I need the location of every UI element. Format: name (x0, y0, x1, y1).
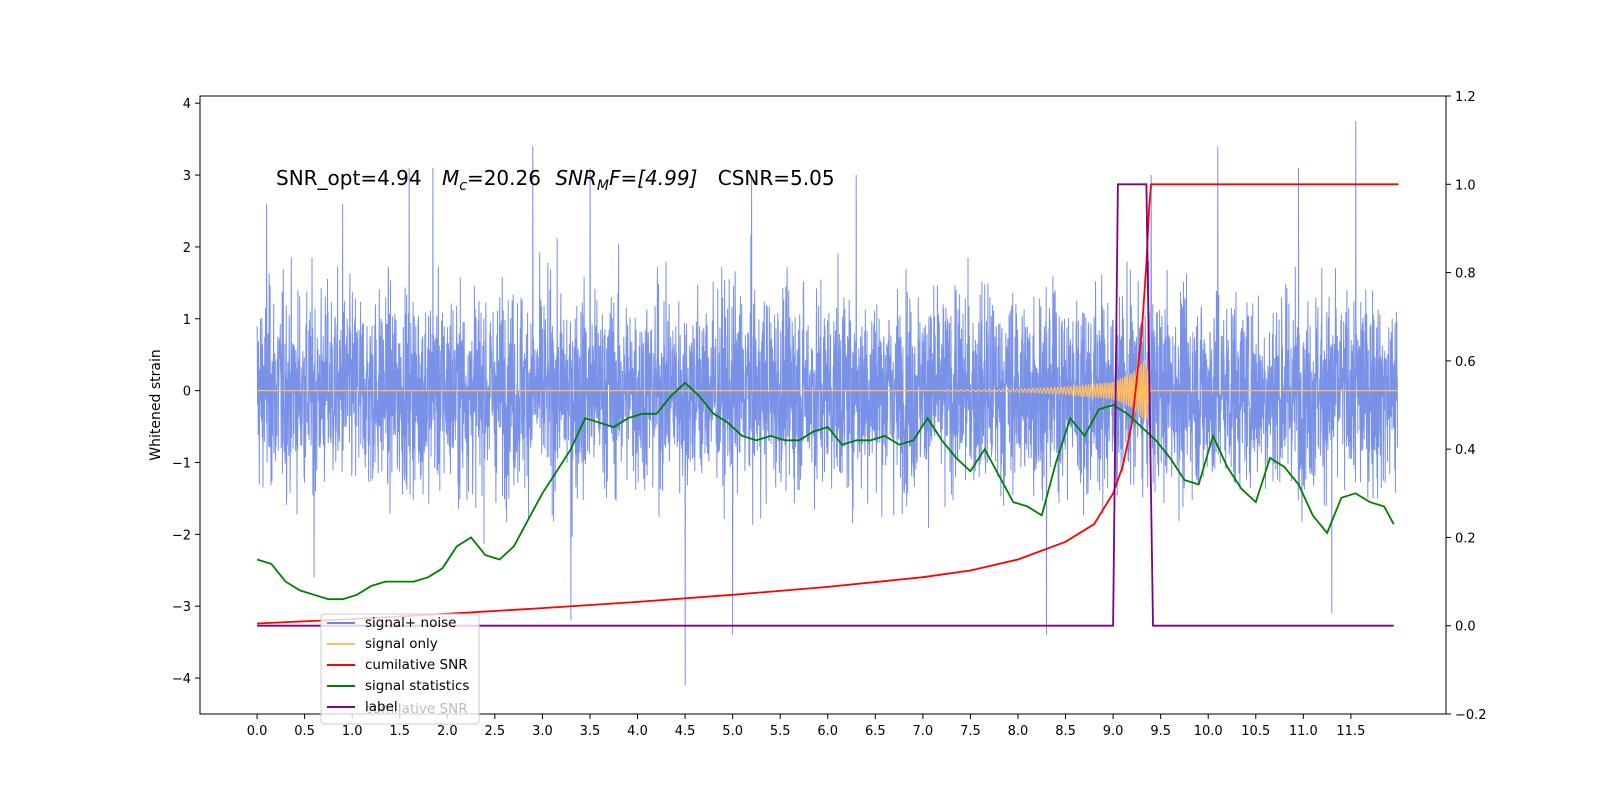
x-tick-label: 10.5 (1241, 724, 1270, 739)
legend-label: cumilative SNR (365, 657, 468, 673)
y-left-tick-label: 4 (183, 97, 191, 112)
line-series-group (256, 183, 1399, 627)
x-tick-label: 1.5 (389, 724, 410, 739)
signal-only-series (257, 359, 1398, 422)
y-axis-left-label: Whitened strain (148, 349, 164, 460)
x-tick-label: 1.0 (342, 724, 363, 739)
annotation-snrmf-value: F=[4.99] (609, 166, 697, 190)
signal-noise-series (256, 121, 1398, 686)
signal-only-line (257, 359, 1398, 422)
annotation-mc-sub: c (459, 178, 467, 194)
x-tick-label: 6.0 (817, 724, 838, 739)
x-tick-label: 6.5 (865, 724, 886, 739)
cumulative-snr-line (257, 183, 1399, 625)
annotation-snrmf-symbol: SNR (555, 166, 597, 190)
legend-box (320, 613, 480, 725)
y-left-tick-label: −1 (172, 456, 191, 471)
x-tick-label: 2.5 (485, 724, 506, 739)
x-tick-label: 4.5 (675, 724, 696, 739)
y-left-tick-label: −4 (172, 672, 191, 687)
annotation-snrmf-sub: M (597, 178, 609, 194)
x-tick-label: 0.0 (247, 724, 268, 739)
x-tick-label: 11.5 (1336, 724, 1365, 739)
x-tick-label: 7.5 (960, 724, 981, 739)
x-tick-label: 10.0 (1194, 724, 1223, 739)
x-tick-label: 5.5 (770, 724, 791, 739)
y-right-tick-label: 0.2 (1455, 531, 1476, 546)
y-left-tick-label: 2 (183, 241, 191, 256)
y-right-tick-label: −0.2 (1455, 708, 1487, 723)
x-tick-label: 7.0 (913, 724, 934, 739)
legend-label: signal only (365, 636, 438, 652)
y-right-tick-label: 0.8 (1455, 267, 1476, 282)
x-tick-label: 2.0 (437, 724, 458, 739)
y-right-tick-label: 0.6 (1455, 355, 1476, 370)
annotation-snr-opt: SNR_opt=4.94 (276, 166, 422, 190)
signal-statistics-line (256, 381, 1395, 601)
y-left-tick-label: 1 (183, 313, 191, 328)
x-tick-label: 4.0 (627, 724, 648, 739)
y-right-tick-label: 1.2 (1455, 90, 1476, 105)
x-axis: 0.0 0.5 1.0 1.5 2.0 2.5 3.0 3.5 4.0 4.5 5.0 5.5 6.0 6… (247, 714, 1365, 739)
legend-label: label (365, 699, 398, 715)
annotation-mc-symbol: M (442, 166, 459, 190)
x-tick-label: 9.5 (1150, 724, 1171, 739)
legend-ghost-text: cumilative SNR (365, 701, 468, 717)
x-tick-label: 8.0 (1008, 724, 1029, 739)
x-tick-label: 8.5 (1055, 724, 1076, 739)
stats-annotation: SNR_opt=4.94 Mc=20.26 SNRMF=[4.99] CSNR=… (276, 166, 835, 194)
y-right-tick-label: 0.0 (1455, 620, 1476, 635)
x-tick-label: 3.0 (532, 724, 553, 739)
y-left-tick-label: −2 (172, 528, 191, 543)
x-tick-label: 3.5 (580, 724, 601, 739)
y-right-tick-label: 0.4 (1455, 443, 1476, 458)
annotation-mc-value: =20.26 (467, 166, 541, 190)
y-left-tick-label: −3 (172, 600, 191, 615)
x-tick-label: 5.0 (722, 724, 743, 739)
legend-label: signal statistics (365, 678, 469, 694)
signal-noise-line (256, 121, 1398, 686)
x-tick-label: 9.0 (1103, 724, 1124, 739)
y-left-tick-label: 3 (183, 169, 191, 184)
x-tick-label: 11.0 (1289, 724, 1318, 739)
plot-frame (199, 95, 1447, 715)
y-axis-right: 1.2 1.0 0.8 0.6 0.4 0.2 0.0 −0.2 (1446, 90, 1487, 723)
legend-label: signal+ noise (365, 615, 456, 631)
x-tick-label: 0.5 (294, 724, 315, 739)
label-line (257, 183, 1394, 627)
y-left-tick-label: 0 (183, 385, 191, 400)
legend: cumilative SNR signal+ noise signal only c… (320, 613, 480, 725)
y-axis-left: 4 3 2 1 0 −1 −2 −3 −4 (172, 97, 200, 687)
annotation-csnr: CSNR=5.05 (718, 166, 835, 190)
y-right-tick-label: 1.0 (1455, 178, 1476, 193)
